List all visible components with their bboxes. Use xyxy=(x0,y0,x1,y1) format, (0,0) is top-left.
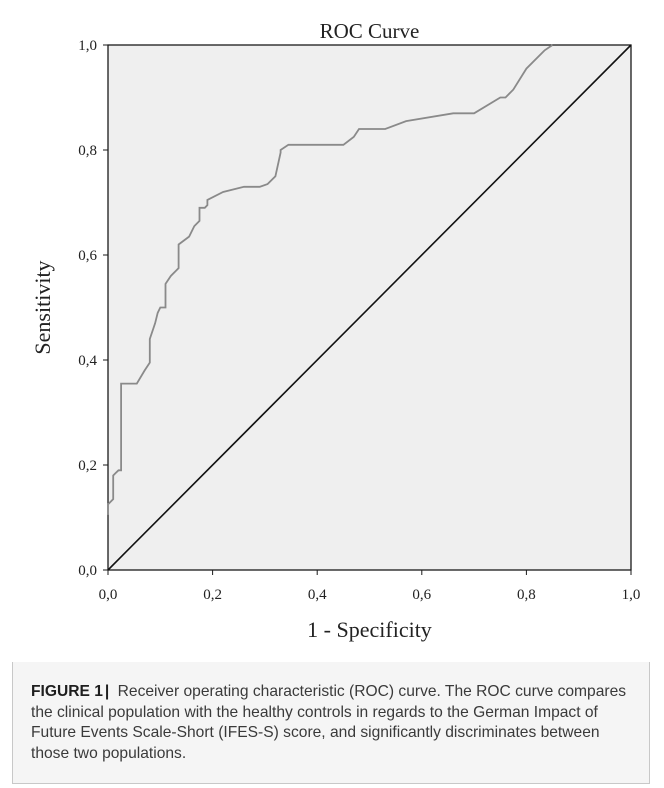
y-tick-label: 0,4 xyxy=(78,353,97,369)
y-tick-label: 0,2 xyxy=(78,458,97,474)
caption-label: FIGURE 1 xyxy=(31,683,103,700)
x-tick-label: 0,2 xyxy=(203,587,222,603)
chart-title: ROC Curve xyxy=(320,19,420,43)
figure-caption: FIGURE 1 | Receiver operating characteris… xyxy=(12,662,650,784)
y-tick-label: 0,8 xyxy=(78,143,97,159)
axis-ticks: 0,0 0,2 0,4 0,6 0,8 1,0 0,0 0,2 0,4 0,6 0,8 1,0 xyxy=(78,38,640,603)
x-axis-label: 1 - Specificity xyxy=(307,617,432,642)
y-axis-label: Sensitivity xyxy=(30,260,55,354)
y-tick-label: 1,0 xyxy=(78,38,97,54)
caption-separator: | xyxy=(104,683,110,700)
series-layer xyxy=(107,44,632,571)
reference-diagonal-line xyxy=(107,44,632,571)
x-tick-label: 1,0 xyxy=(622,587,641,603)
x-tick-label: 0,6 xyxy=(412,587,431,603)
x-tick-label: 0,8 xyxy=(517,587,536,603)
x-tick-label: 0,4 xyxy=(308,587,327,603)
caption-text: Receiver operating characteristic (ROC) … xyxy=(31,683,627,762)
roc-curve-line xyxy=(107,44,554,515)
y-tick-label: 0,0 xyxy=(78,563,97,579)
roc-chart: 0,0 0,2 0,4 0,6 0,8 1,0 0,0 0,2 0,4 0,6 0,8 1,0 ROC… xyxy=(30,19,640,642)
y-tick-label: 0,6 xyxy=(78,248,97,264)
x-tick-label: 0,0 xyxy=(99,587,118,603)
roc-figure: 0,0 0,2 0,4 0,6 0,8 1,0 0,0 0,2 0,4 0,6 0,8 1,0 ROC… xyxy=(12,12,652,660)
